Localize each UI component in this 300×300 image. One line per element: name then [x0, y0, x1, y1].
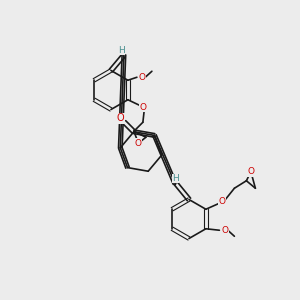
Text: O: O: [219, 197, 226, 206]
Text: H: H: [172, 174, 179, 183]
Text: O: O: [221, 226, 228, 235]
Text: O: O: [139, 73, 145, 82]
Text: H: H: [118, 46, 125, 55]
Text: O: O: [116, 113, 124, 123]
Text: O: O: [135, 139, 142, 148]
Text: O: O: [140, 103, 146, 112]
Text: O: O: [248, 167, 254, 176]
